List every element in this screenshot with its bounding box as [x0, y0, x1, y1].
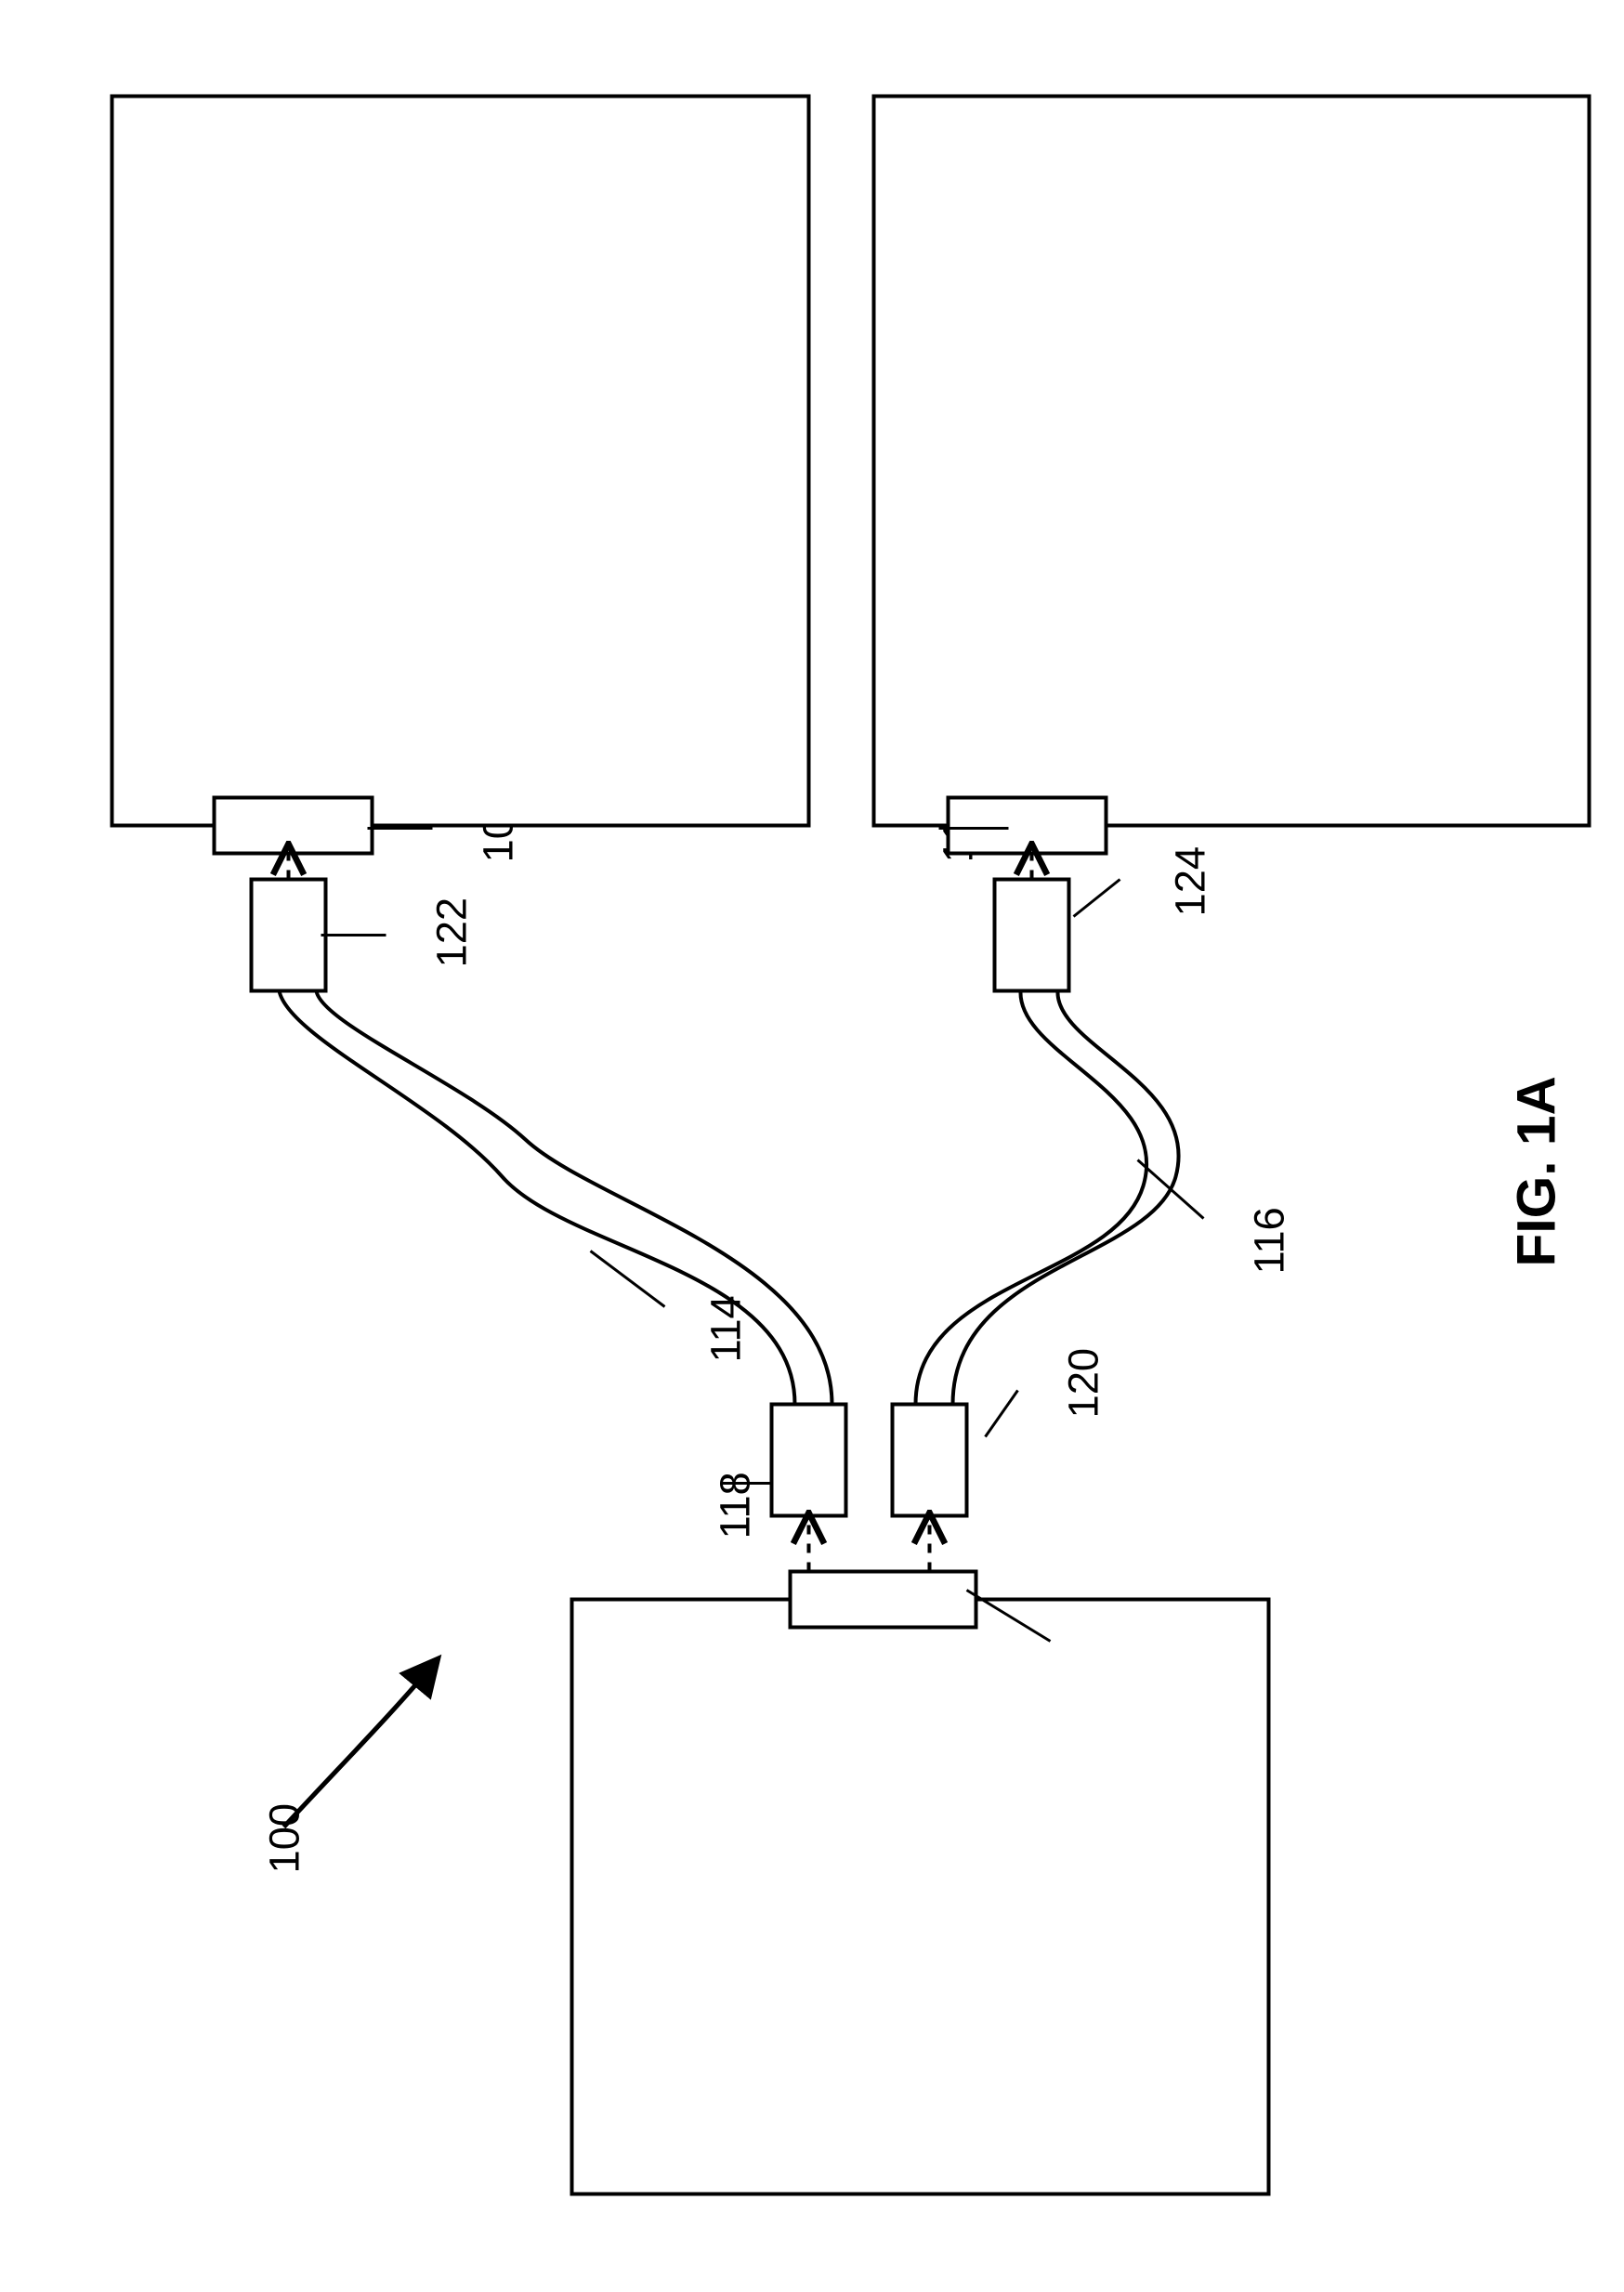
- diagram-svg: [1, 0, 1624, 2292]
